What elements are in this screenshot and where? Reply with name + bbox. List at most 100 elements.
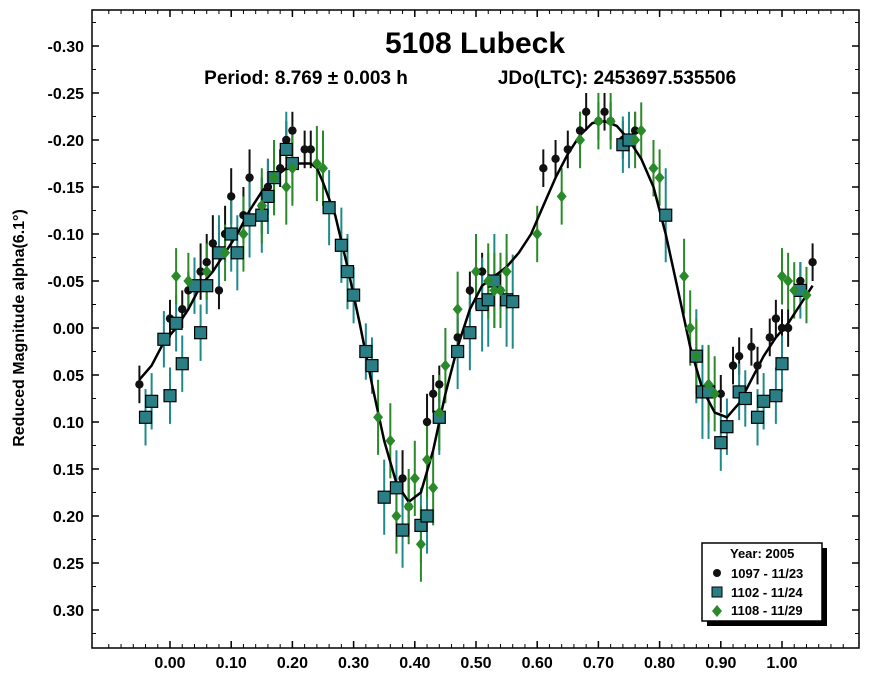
point-1108: [801, 289, 812, 302]
point-1108: [501, 265, 512, 278]
point-1108: [220, 246, 231, 259]
point-1102: [200, 279, 214, 293]
point-1102: [334, 238, 348, 252]
point-1108: [679, 270, 690, 283]
point-1097: [306, 145, 315, 154]
y-tick-label: -0.20: [48, 133, 85, 150]
fit-curve-group: [138, 119, 814, 504]
point-1097: [477, 267, 487, 276]
y-tick-label: -0.05: [48, 274, 85, 291]
point-1108: [648, 162, 659, 175]
point-1097: [765, 333, 774, 342]
point-1102: [279, 142, 293, 156]
point-1097: [428, 389, 438, 398]
point-1108: [287, 162, 298, 175]
point-1102: [230, 246, 244, 260]
point-1102: [224, 227, 238, 241]
point-1097: [275, 164, 285, 173]
point-1108: [434, 406, 445, 419]
point-1102: [163, 389, 177, 403]
point-1108: [440, 359, 451, 372]
point-1102: [365, 359, 379, 373]
y-tick-label: 0.20: [53, 509, 84, 526]
point-1102: [420, 509, 434, 523]
fit-curve: [138, 119, 814, 504]
point-1102: [659, 208, 673, 222]
point-1108: [483, 275, 494, 287]
point-1097: [178, 305, 187, 314]
point-1102: [463, 326, 477, 340]
x-axis-ticks: 0.00 0.10 0.20 0.30 0.40 0.50 0.60 0.70 0.80 0.90…: [108, 10, 844, 672]
point-1097: [771, 314, 781, 323]
x-tick-label: 0.70: [583, 655, 614, 672]
point-1102: [347, 288, 361, 302]
point-1097: [465, 286, 475, 295]
legend-entry-1102: 1102 - 11/24: [731, 585, 803, 600]
point-1108: [183, 275, 194, 287]
legend-title: Year: 2005: [730, 546, 794, 561]
x-tick-label: 0.80: [644, 655, 675, 672]
point-1108: [422, 453, 433, 466]
point-1097: [777, 323, 787, 333]
x-tick-label: 1.00: [766, 655, 797, 672]
point-1102: [389, 481, 404, 495]
x-tick-label: 0.40: [399, 655, 430, 672]
point-1097: [783, 323, 793, 333]
x-tick-label: 0.90: [705, 655, 736, 672]
point-1108: [685, 322, 696, 334]
y-tick-label: -0.15: [48, 180, 85, 197]
legend: Year: 2005 1097 - 11/23 1102 - 11/24 110…: [701, 542, 827, 626]
point-1097: [728, 361, 738, 370]
point-1097: [288, 126, 297, 135]
point-1108: [403, 500, 414, 513]
point-1097: [245, 173, 254, 182]
point-1108: [415, 538, 426, 551]
point-1108: [556, 190, 567, 203]
point-1097: [196, 267, 205, 276]
point-1102: [261, 189, 275, 203]
point-1108: [593, 115, 604, 128]
point-1108: [311, 157, 322, 170]
point-1108: [281, 181, 292, 193]
point-1097: [581, 107, 591, 117]
legend-box: [701, 542, 823, 622]
point-1097: [747, 342, 756, 351]
point-1108: [238, 228, 249, 240]
point-1097: [575, 126, 585, 135]
point-1097: [539, 164, 548, 173]
point-1108: [789, 284, 800, 297]
legend-marker-1097: [713, 569, 721, 577]
point-1108: [783, 275, 794, 287]
point-1097: [208, 239, 218, 248]
point-1108: [489, 284, 500, 297]
legend-marker-1108: [712, 605, 722, 617]
y-tick-label: 0.30: [53, 603, 84, 620]
point-1097: [630, 126, 640, 135]
x-tick-label: 0.60: [522, 655, 553, 672]
point-1108: [391, 510, 402, 522]
point-1102: [738, 391, 752, 406]
point-1102: [720, 420, 734, 434]
point-1102: [481, 293, 495, 307]
point-1102: [157, 332, 171, 346]
y-tick-label: -0.25: [48, 86, 85, 103]
y-tick-label: 0.00: [53, 321, 84, 338]
point-1097: [563, 145, 572, 154]
point-1097: [263, 182, 273, 192]
y-tick-label: 0.10: [53, 415, 84, 432]
period-label: Period: 8.769 ± 0.003 h: [204, 68, 408, 89]
point-1108: [409, 472, 420, 485]
point-1108: [777, 270, 787, 283]
point-1097: [600, 107, 609, 117]
point-1102: [138, 410, 153, 424]
point-1108: [256, 199, 267, 212]
point-1108: [709, 387, 720, 400]
point-1108: [318, 162, 328, 175]
y-tick-label: 0.05: [53, 368, 84, 385]
x-tick-label: 0.00: [154, 655, 185, 672]
point-1102: [169, 316, 183, 330]
point-1102: [242, 213, 257, 227]
point-1102: [506, 295, 520, 309]
point-1097: [551, 154, 560, 163]
point-1108: [428, 481, 439, 494]
